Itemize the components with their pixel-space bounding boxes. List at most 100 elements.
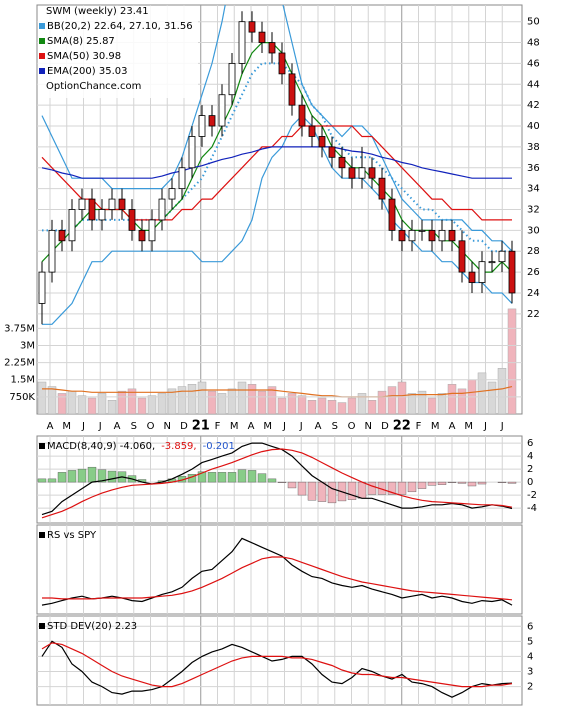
volume-bar xyxy=(417,390,427,414)
panel-frame xyxy=(36,615,523,706)
candle-body xyxy=(458,240,466,273)
month-label: O xyxy=(348,421,356,432)
histogram-bar xyxy=(37,478,47,483)
volume-bar xyxy=(357,393,367,414)
y-tick-label: 0 xyxy=(527,477,533,488)
volume-bar xyxy=(437,393,447,414)
y-tick-label: 6 xyxy=(527,438,533,449)
candle-body xyxy=(468,271,476,283)
volume-average xyxy=(42,386,513,398)
indicator-line xyxy=(41,442,513,516)
legend-swatch xyxy=(39,532,45,538)
month-label: S xyxy=(131,421,137,432)
month-label: 21 xyxy=(192,419,210,434)
legend-swatch xyxy=(39,443,45,449)
candle-body xyxy=(408,229,416,242)
histogram-bar xyxy=(67,470,77,483)
histogram-bar xyxy=(327,481,337,504)
histogram-bar xyxy=(407,481,417,493)
legend-label: RS vs SPY xyxy=(47,530,97,541)
volume-bar xyxy=(337,402,347,414)
candle-body xyxy=(288,73,296,106)
volume-bar xyxy=(107,400,117,414)
histogram-bar xyxy=(87,466,97,483)
panel-frame xyxy=(36,524,523,615)
legend-swatch xyxy=(39,68,45,74)
volume-bar xyxy=(157,393,167,414)
y-tick-label: 26 xyxy=(527,267,540,278)
overlay-line xyxy=(41,5,513,252)
histogram-bar xyxy=(197,471,207,483)
y-tick-label: 46 xyxy=(527,58,540,69)
y-tick-label: 4 xyxy=(527,651,533,662)
candle-body xyxy=(488,261,496,264)
histogram-bar xyxy=(427,481,437,486)
volume-tick-label: 3M xyxy=(20,340,35,351)
y-tick-label: 6 xyxy=(527,621,533,632)
month-label: A xyxy=(315,421,322,432)
y-tick-label: 2 xyxy=(527,464,533,475)
histogram-bar xyxy=(217,472,227,483)
candle-body xyxy=(158,198,166,221)
month-label: O xyxy=(147,421,155,432)
panels: 222426283032343638404244464850750K1.5M2.… xyxy=(4,4,540,706)
volume-bar xyxy=(37,381,47,414)
legend-label: BB(20,2) 22.64, 27.10, 31.56 xyxy=(47,21,193,32)
histogram-bar xyxy=(227,472,237,483)
histogram-bar xyxy=(357,481,367,499)
month-label: A xyxy=(248,421,255,432)
candle-body xyxy=(208,115,216,127)
panel-frame xyxy=(36,435,523,524)
month-label: M xyxy=(431,421,440,432)
volume-bar xyxy=(257,390,267,414)
candle-body xyxy=(268,42,276,54)
candle-body xyxy=(378,177,386,200)
month-label: F xyxy=(215,421,221,432)
y-tick-label: 2 xyxy=(527,682,533,693)
candle-body xyxy=(318,136,326,148)
volume-bar xyxy=(87,397,97,414)
volume-bar xyxy=(207,390,217,414)
candle-body xyxy=(258,31,266,43)
candle-body xyxy=(278,52,286,75)
y-tick-label: 32 xyxy=(527,205,540,216)
candle-body xyxy=(178,167,186,190)
y-tick-label: 38 xyxy=(527,142,540,153)
volume-bar xyxy=(277,397,287,414)
volume-bar xyxy=(197,381,207,414)
month-label: F xyxy=(416,421,422,432)
volume-tick-label: 750K xyxy=(9,392,35,403)
volume-bar xyxy=(367,400,377,414)
y-tick-label: 24 xyxy=(527,288,540,299)
histogram-bar xyxy=(47,478,57,483)
candle-body xyxy=(118,198,126,210)
histogram-bar xyxy=(387,481,397,495)
candle-body xyxy=(498,250,506,263)
indicator-line xyxy=(41,640,513,698)
histogram-bar xyxy=(307,481,317,501)
candle-body xyxy=(398,229,406,242)
histogram-bar xyxy=(267,478,277,483)
histogram-bar xyxy=(457,481,467,484)
candle-body xyxy=(228,63,236,96)
histogram-bar xyxy=(287,481,297,489)
month-label: M xyxy=(263,421,272,432)
volume-bar xyxy=(167,388,177,414)
month-label: N xyxy=(365,421,372,432)
candle-body xyxy=(78,198,86,210)
histogram-bar xyxy=(507,481,517,484)
candle-body xyxy=(428,229,436,242)
volume-tick-label: 2.25M xyxy=(4,358,35,369)
month-label: M xyxy=(464,421,473,432)
legend-swatch xyxy=(39,53,45,59)
volume-bar xyxy=(137,397,147,414)
y-tick-label: 30 xyxy=(527,225,540,236)
legend-label: STD DEV(20) 2.23 xyxy=(47,621,137,632)
y-tick-label: 22 xyxy=(527,309,540,320)
y-tick-label: 50 xyxy=(527,17,540,28)
month-label: A xyxy=(114,421,121,432)
candle-body xyxy=(238,21,246,64)
volume-bar xyxy=(307,400,317,414)
legend-swatch xyxy=(39,623,45,629)
candle-body xyxy=(58,229,66,242)
